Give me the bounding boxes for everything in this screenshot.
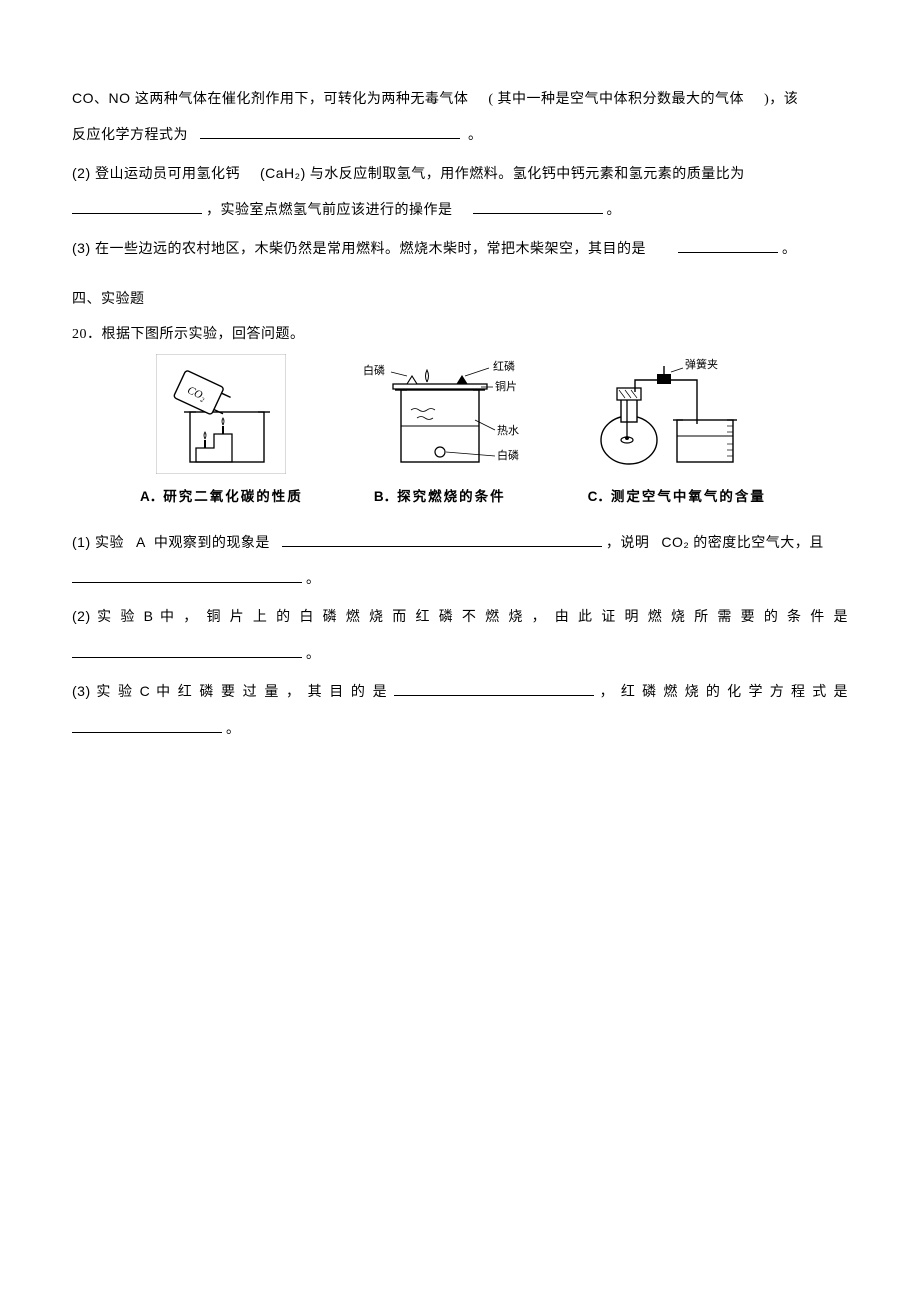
q20-2-line2: 。 xyxy=(72,637,848,673)
answer-blank[interactable] xyxy=(473,199,603,214)
label-copper: 铜片 xyxy=(495,379,517,393)
figure-c: 弹簧夹 C．测定空气中氧气的含量 xyxy=(577,354,777,514)
text: ，说明 xyxy=(606,536,650,551)
answer-blank[interactable] xyxy=(72,568,302,583)
q20-1-line2: 。 xyxy=(72,562,848,598)
figure-b-svg: 白磷 红磷 铜片 热水 白磷 xyxy=(345,354,535,474)
answer-blank[interactable] xyxy=(394,681,594,696)
answer-blank[interactable] xyxy=(282,532,602,547)
answer-blank[interactable] xyxy=(678,238,778,253)
figure-a-caption: A．A．研究二氧化碳的性质研究二氧化碳的性质 xyxy=(140,479,303,514)
label-white-p: 白磷 xyxy=(363,363,385,377)
text: (3) 实 验 C 中 红 磷 要 过 量 ， 其 目 的 是 xyxy=(72,683,394,699)
answer-blank[interactable] xyxy=(72,199,202,214)
figure-a-svg: CO₂ xyxy=(156,354,286,474)
prev-line1: CO、NO 这两种气体在催化剂作用下，可转化为两种无毒气体 ( 其中一种是空气中… xyxy=(72,80,848,118)
prev-p2-line2: ，实验室点燃氢气前应该进行的操作是 。 xyxy=(72,193,848,229)
text: 与水反应制取氢气，用作燃料。氢化钙中钙元素和氢元素的质量比为 xyxy=(310,167,745,182)
label-hot-water: 热水 xyxy=(497,424,519,437)
text: ，实验室点燃氢气前应该进行的操作是 xyxy=(206,203,453,218)
section-4-title: 四、实验题 xyxy=(72,282,848,318)
answer-blank[interactable] xyxy=(72,718,222,733)
figures-row: CO₂ A．A．研究二氧化碳的性质研究二氧化碳的性质 xyxy=(72,354,848,514)
text: CO、NO 这两种气体在催化剂作用下，可转化为两种无毒气体 xyxy=(72,90,468,106)
prev-p3: (3) 在一些边远的农村地区，木柴仍然是常用燃料。燃烧木柴时，常把木柴架空，其目… xyxy=(72,230,848,268)
text: (2) 实 验 B 中 ， 铜 片 上 的 白 磷 燃 烧 而 红 磷 不 燃 … xyxy=(72,608,848,624)
text: (1) 实验 xyxy=(72,534,124,550)
text: (2) 登山运动员可用氢化钙 xyxy=(72,165,240,181)
q20-2-line1: (2) 实 验 B 中 ， 铜 片 上 的 白 磷 燃 烧 而 红 磷 不 燃 … xyxy=(72,598,848,636)
q20-3-line2: 。 xyxy=(72,712,848,748)
prev-p2-line1: (2) 登山运动员可用氢化钙 (CaH₂) 与水反应制取氢气，用作燃料。氢化钙中… xyxy=(72,155,848,193)
figure-c-svg: 弹簧夹 xyxy=(577,354,777,474)
q20-1-line1: (1) 实验 A 中观察到的现象是 ，说明 CO₂ 的密度比空气大，且 xyxy=(72,524,848,562)
prev-line2: 反应化学方程式为 。 xyxy=(72,118,848,154)
q20-stem: 20．根据下图所示实验，回答问题。 xyxy=(72,322,848,347)
text: 。 xyxy=(226,722,241,737)
text: ( 其中一种是空气中体积分数最大的气体 xyxy=(488,92,744,107)
text: 。 xyxy=(306,572,321,587)
text: A xyxy=(136,534,146,550)
formula: (CaH₂) xyxy=(260,165,306,181)
answer-blank[interactable] xyxy=(200,124,460,139)
text: 。 xyxy=(607,203,622,218)
text: 反应化学方程式为 xyxy=(72,128,188,143)
text: 。 xyxy=(782,242,797,257)
q20-3-line1: (3) 实 验 C 中 红 磷 要 过 量 ， 其 目 的 是 ， 红 磷 燃 … xyxy=(72,673,848,711)
answer-blank[interactable] xyxy=(72,643,302,658)
label-clamp: 弹簧夹 xyxy=(685,357,718,371)
label-red-p: 红磷 xyxy=(493,360,515,373)
figure-b-caption: B．探究燃烧的条件 xyxy=(374,479,506,514)
label-white-p2: 白磷 xyxy=(497,448,519,462)
figure-b: 白磷 红磷 铜片 热水 白磷 B．探究燃烧的条件 xyxy=(345,354,535,514)
text: ， 红 磷 燃 烧 的 化 学 方 程 式 是 xyxy=(594,685,848,700)
figure-a: CO₂ A．A．研究二氧化碳的性质研究二氧化碳的性质 xyxy=(140,354,303,514)
text: )，该 xyxy=(764,92,798,107)
text: 。 xyxy=(468,128,483,143)
figure-c-caption: C．测定空气中氧气的含量 xyxy=(588,479,766,514)
text: 中观察到的现象是 xyxy=(154,536,270,551)
text: 的密度比空气大，且 xyxy=(693,536,824,551)
text: CO₂ xyxy=(661,534,689,550)
text: 。 xyxy=(306,647,321,662)
text: (3) 在一些边远的农村地区，木柴仍然是常用燃料。燃烧木柴时，常把木柴架空，其目… xyxy=(72,240,646,256)
